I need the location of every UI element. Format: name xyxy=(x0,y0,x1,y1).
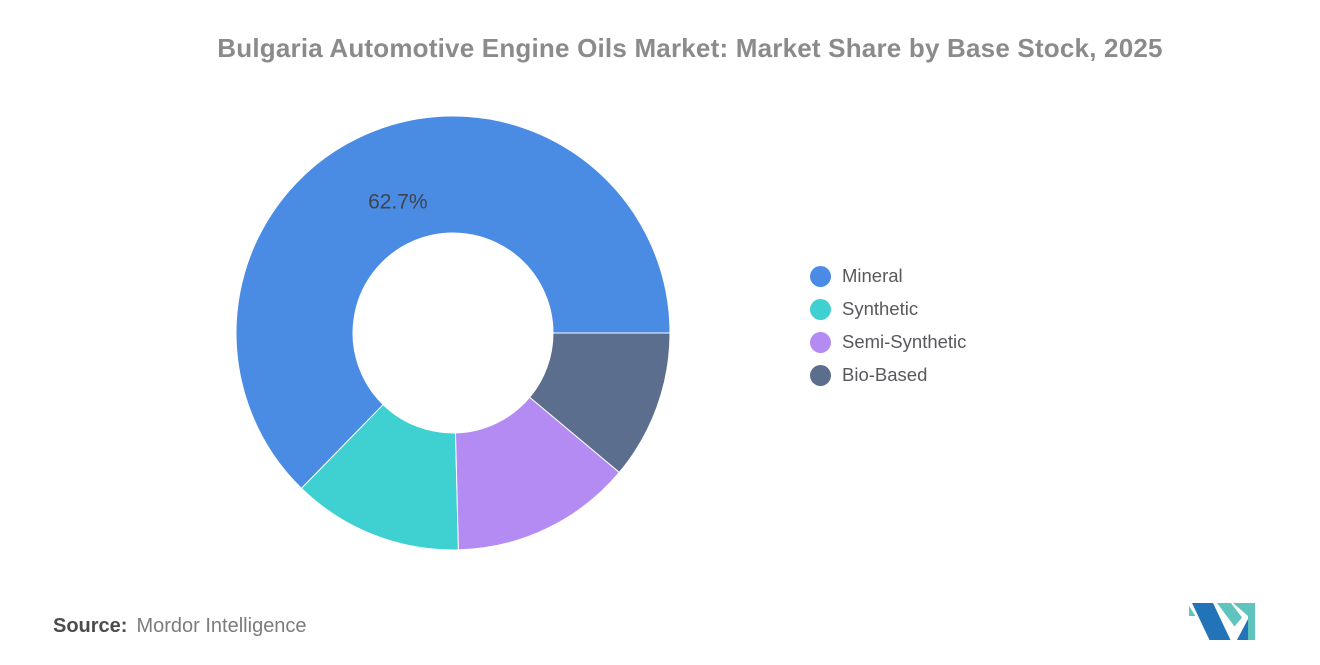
legend-label: Semi-Synthetic xyxy=(842,331,967,353)
pie-slice-bio-based[interactable] xyxy=(528,332,671,474)
source-label: Source: xyxy=(53,615,128,637)
logo-shape-left-teal-triangle xyxy=(1189,606,1196,616)
legend-label: Synthetic xyxy=(842,298,919,320)
legend-marker-circle xyxy=(810,266,831,287)
logo-shape-right-blue-triangle xyxy=(1237,619,1248,640)
legend-label: Mineral xyxy=(842,265,903,287)
logo-shape-main-blue-diagonal xyxy=(1192,603,1231,640)
legend-label: Bio-Based xyxy=(842,364,928,386)
logo-shape-mid-teal-diagonal xyxy=(1217,603,1242,627)
legend-item-mineral[interactable]: Mineral xyxy=(810,260,966,293)
mordor-intelligence-logo xyxy=(1189,603,1255,640)
legend: Mineral Synthetic Semi-Synthetic Bio-Based xyxy=(810,260,966,392)
legend-item-semi-synthetic[interactable]: Semi-Synthetic xyxy=(810,326,966,359)
pie-slice-synthetic[interactable] xyxy=(300,403,459,551)
chart-title: Bulgaria Automotive Engine Oils Market: … xyxy=(217,33,1163,63)
pie-slice-mineral[interactable] xyxy=(235,115,671,490)
slice-data-label-mineral: 62.7% xyxy=(368,191,428,214)
legend-marker-circle xyxy=(810,365,831,386)
logo-shape-right-teal-bar xyxy=(1233,603,1255,640)
legend-marker-circle xyxy=(810,299,831,320)
source-line: Source: Mordor Intelligence xyxy=(53,615,307,638)
source-text: Mordor Intelligence xyxy=(136,615,307,637)
donut-chart: 62.7% xyxy=(235,115,671,551)
legend-marker-circle xyxy=(810,332,831,353)
legend-item-bio-based[interactable]: Bio-Based xyxy=(810,359,966,392)
legend-item-synthetic[interactable]: Synthetic xyxy=(810,293,966,326)
